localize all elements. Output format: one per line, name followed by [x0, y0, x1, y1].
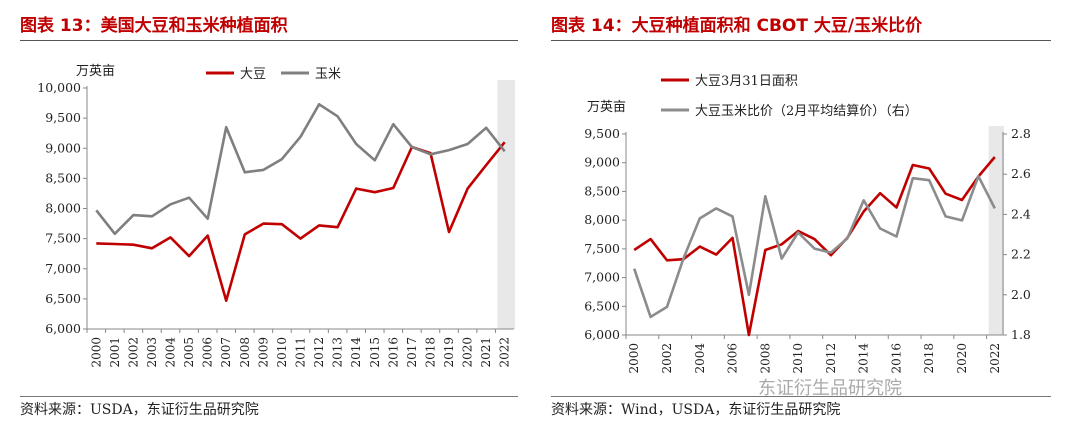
x-tick-label: 2012	[824, 343, 838, 374]
legend-label-1: 大豆3月31日面积	[695, 74, 798, 89]
y-tick-label: 7,500	[45, 231, 81, 246]
y-tick-label: 6,500	[45, 291, 81, 306]
x-tick-label: 2008	[758, 343, 772, 374]
x-tick-label: 2020	[461, 337, 475, 368]
x-tick-label: 2012	[312, 337, 326, 368]
x-tick-label: 2017	[405, 337, 419, 368]
y-tick-label: 8,500	[45, 170, 81, 185]
x-tick-label: 2014	[349, 337, 363, 368]
x-tick-label: 2014	[857, 343, 871, 374]
watermark-text: 东证衍生品研究院	[758, 378, 902, 399]
y-tick-label: 8,000	[584, 212, 620, 227]
y-tick-label: 9,500	[45, 110, 81, 125]
x-tick-label: 2001	[108, 337, 122, 368]
y-tick-label: 10,000	[37, 80, 81, 95]
y-tick-label: 9,000	[45, 140, 81, 155]
x-tick-label: 2010	[791, 343, 805, 374]
x-tick-label: 2007	[219, 337, 233, 368]
x-tick-label: 2011	[294, 337, 308, 368]
left-title-rule	[20, 40, 518, 41]
x-tick-label: 2019	[442, 337, 456, 368]
y-tick-label: 8,500	[584, 183, 620, 198]
y-tick-label: 8,000	[45, 201, 81, 216]
x-tick-label: 2016	[386, 337, 400, 368]
x-tick-label: 2000	[89, 337, 103, 368]
series-line-1	[96, 141, 506, 303]
x-tick-label: 2009	[256, 337, 270, 368]
y-tick-label: 7,500	[584, 241, 620, 256]
right-source-rule	[551, 396, 1051, 397]
right-source-note: 资料来源：Wind，USDA，东证衍生品研究院	[551, 402, 841, 418]
x-tick-label: 2008	[238, 337, 252, 368]
x-tick-label: 2022	[988, 343, 1002, 374]
left-source-rule	[20, 396, 518, 397]
right-chart: 6,000 6,500 7,000 7,500 8,000 8,500 9,000 9,500…	[584, 74, 1031, 374]
series-line-2	[632, 174, 996, 319]
highlight-band-2022	[988, 126, 1004, 335]
y2-tick-label: 2.4	[1011, 206, 1031, 221]
y-axis-unit-label: 万英亩	[587, 99, 626, 115]
right-chart-title: 图表 14：大豆种植面积和 CBOT 大豆/玉米比价	[551, 16, 923, 36]
y2-tick-label: 2.2	[1011, 247, 1031, 262]
left-chart: 6,000 6,500 7,000 7,500 8,000 8,500 9,000 9,500…	[37, 63, 515, 368]
y2-tick-label: 2.8	[1011, 126, 1031, 141]
x-tick-label: 2015	[368, 337, 382, 368]
y-tick-label: 7,000	[45, 261, 81, 276]
left-chart-title: 图表 13：美国大豆和玉米种植面积	[20, 16, 288, 36]
highlight-band-2022	[497, 80, 515, 329]
x-tick-label: 2005	[182, 337, 196, 368]
legend-label-2: 大豆玉米比价（2月平均结算价）（右）	[695, 104, 918, 119]
y2-tick-label: 1.8	[1011, 327, 1031, 342]
y-tick-label: 9,500	[584, 126, 620, 141]
x-tick-label: 2004	[693, 343, 707, 374]
y-tick-label: 6,500	[584, 298, 620, 313]
x-tick-label: 2021	[479, 337, 493, 368]
series-line-2	[95, 102, 506, 236]
left-source-note: 资料来源：USDA，东证衍生品研究院	[20, 402, 259, 418]
y-tick-label: 9,000	[584, 155, 620, 170]
right-title-rule	[551, 40, 1051, 41]
legend-label-1: 大豆	[240, 67, 266, 82]
x-tick-label: 2000	[627, 343, 641, 374]
x-tick-label: 2004	[164, 337, 178, 368]
x-tick-label: 2010	[275, 337, 289, 368]
y-tick-label: 7,000	[584, 270, 620, 285]
y-axis-unit-label: 万英亩	[76, 63, 115, 79]
y2-tick-label: 2.0	[1011, 287, 1031, 302]
x-tick-label: 2006	[726, 343, 740, 374]
x-tick-label: 2002	[126, 337, 140, 368]
x-tick-label: 2020	[955, 343, 969, 374]
y-tick-label: 6,000	[45, 321, 81, 336]
x-tick-label: 2018	[922, 343, 936, 374]
x-tick-label: 2002	[660, 343, 674, 374]
x-tick-label: 2016	[889, 343, 903, 374]
x-tick-label: 2022	[498, 337, 512, 368]
y2-tick-label: 2.6	[1011, 166, 1031, 181]
legend-label-2: 玉米	[315, 67, 341, 82]
x-tick-label: 2006	[201, 337, 215, 368]
y-tick-label: 6,000	[584, 327, 620, 342]
x-tick-label: 2003	[145, 337, 159, 368]
x-tick-label: 2013	[331, 337, 345, 368]
x-tick-label: 2018	[423, 337, 437, 368]
